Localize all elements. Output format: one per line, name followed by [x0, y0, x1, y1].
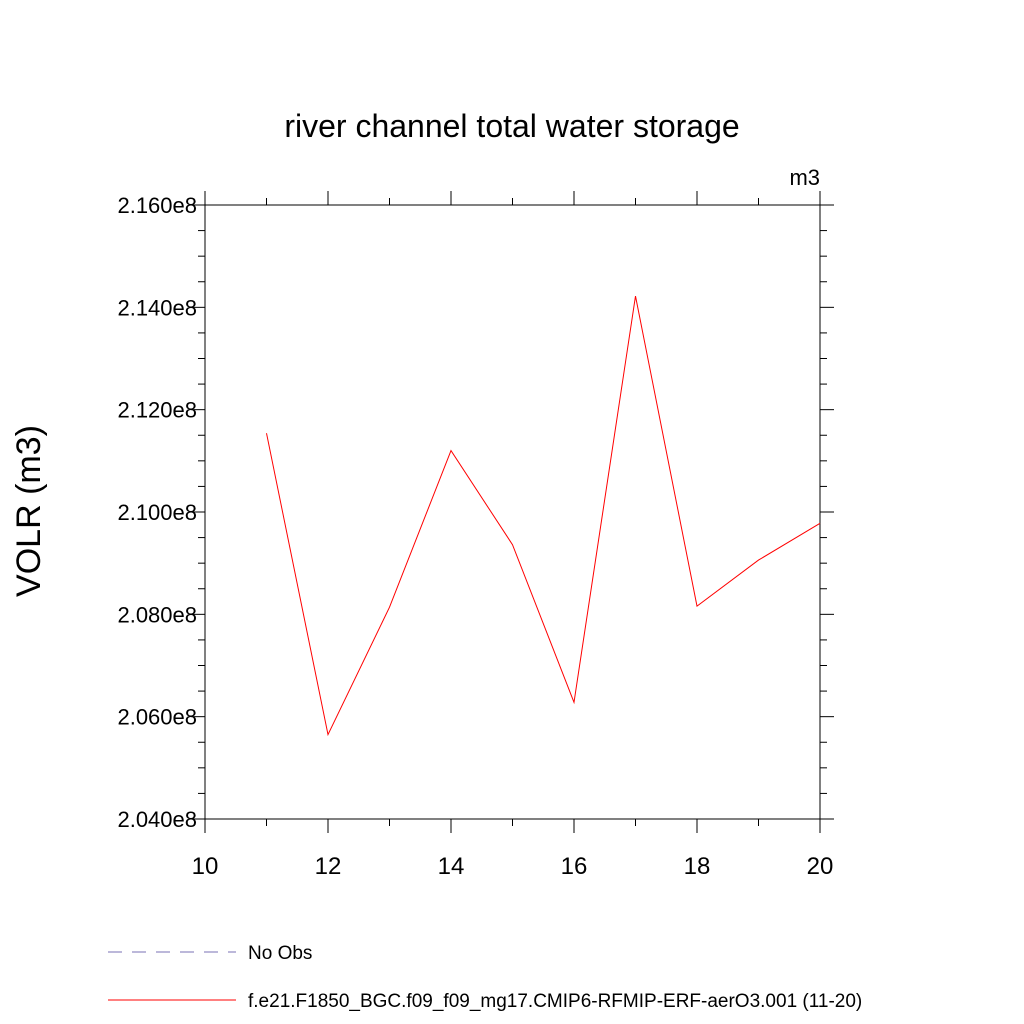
x-tick-label: 10: [192, 853, 219, 880]
y-tick-label: 2.140e8: [117, 295, 197, 320]
y-tick-label: 2.120e8: [117, 398, 197, 423]
y-tick-label: 2.160e8: [117, 193, 197, 218]
x-tick-label: 14: [438, 853, 465, 880]
y-tick-label: 2.060e8: [117, 705, 197, 730]
legend-label: f.e21.F1850_BGC.f09_f09_mg17.CMIP6-RFMIP…: [248, 991, 862, 1012]
x-tick-label: 20: [807, 853, 834, 880]
legend-label: No Obs: [248, 943, 312, 964]
legend: No Obs f.e21.F1850_BGC.f09_f09_mg17.CMIP6…: [108, 943, 862, 1012]
series-layer: [266, 296, 821, 737]
units-label: m3: [789, 165, 820, 190]
y-axis-label: VOLR (m3): [10, 425, 48, 597]
chart-title: river channel total water storage: [284, 108, 739, 144]
x-tick-label: 16: [561, 853, 588, 880]
y-tick-label: 2.040e8: [117, 807, 197, 832]
x-tick-label: 12: [315, 853, 342, 880]
y-tick-label: 2.080e8: [117, 602, 197, 627]
x-tick-label: 18: [684, 853, 711, 880]
y-tick-label: 2.100e8: [117, 500, 197, 525]
plot-frame: [204, 204, 821, 820]
series-line: [266, 296, 821, 737]
plot-axes: 2.040e8 2.060e8 2.080e8 2.100e8 2.120e8 2.140…: [117, 191, 834, 880]
